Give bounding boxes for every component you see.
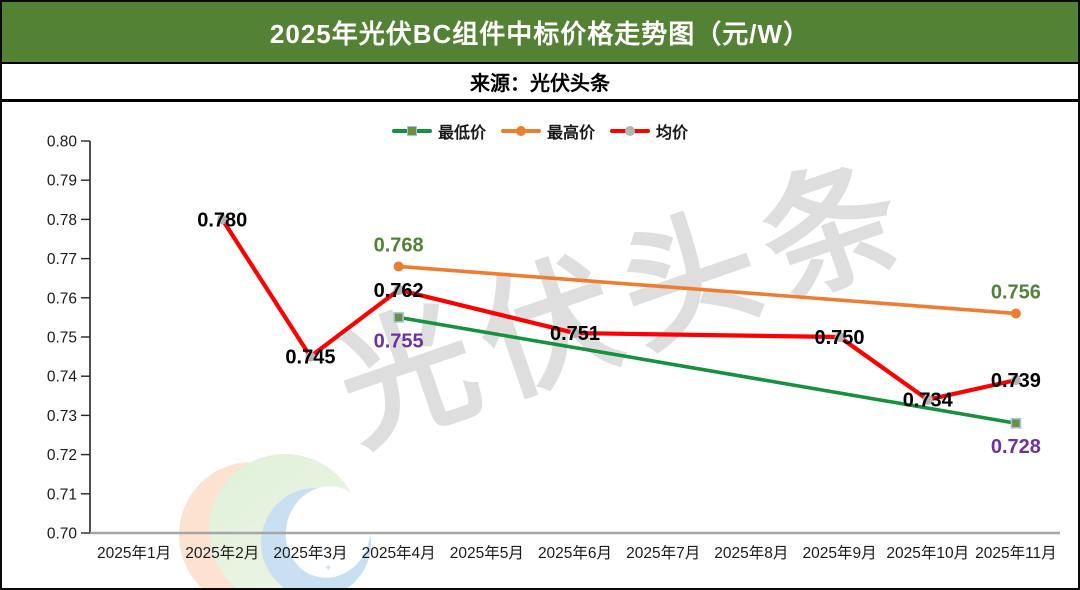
legend-avg-label: 均价	[656, 125, 689, 142]
legend-min-label: 最低价	[437, 125, 486, 142]
sparkle-icon: ✦	[345, 510, 367, 540]
x-tick-label: 2025年10月	[886, 544, 969, 562]
legend-item-max-price: 最高价	[500, 119, 595, 143]
sparkle-icon: ✦	[324, 563, 333, 574]
legend-avg-line-marker	[610, 125, 650, 137]
sparkle-icon: ✦	[316, 543, 327, 557]
sparkle-icon: ✦	[338, 549, 348, 561]
y-tick-label: 0.77	[47, 251, 77, 268]
data-point-marker	[393, 284, 404, 295]
legend-min-line-marker	[391, 125, 432, 137]
logo-white-moon	[275, 476, 381, 588]
y-tick-label: 0.72	[47, 447, 77, 464]
data-label-均价: 0.750	[815, 327, 865, 349]
y-tick-label: 0.74	[47, 369, 78, 386]
data-point-marker	[217, 214, 228, 225]
data-label-最高价: 0.756	[991, 281, 1041, 303]
source-bar: 来源：光伏头条	[2, 64, 1078, 102]
sparkle-icon: ✦	[330, 531, 342, 547]
data-point-marker	[922, 394, 933, 405]
data-point-marker	[834, 332, 845, 342]
data-label-最高价: 0.768	[374, 234, 424, 256]
data-point-marker	[1010, 308, 1021, 319]
x-tick-label: 2025年11月	[975, 544, 1057, 562]
data-label-均价: 0.780	[197, 209, 247, 231]
data-point-marker	[1010, 417, 1022, 429]
title-bar: 2025年光伏BC组件中标价格走势图（元/W）	[2, 2, 1078, 64]
source-label: 来源：光伏头条	[470, 73, 610, 95]
legend-item-min-price: 最低价	[391, 119, 486, 143]
logo-green-circle	[209, 454, 361, 588]
data-label-均价: 0.745	[285, 347, 335, 369]
data-label-均价: 0.751	[550, 323, 600, 345]
data-label-均价: 0.734	[903, 390, 954, 412]
x-tick-label: 2025年7月	[626, 544, 700, 562]
x-tick-label: 2025年8月	[714, 544, 788, 562]
legend-item-avg-price: 均价	[610, 119, 688, 143]
y-tick-label: 0.70	[47, 526, 78, 543]
x-tick-label: 2025年9月	[802, 544, 876, 562]
data-point-marker	[393, 312, 404, 323]
data-point-marker	[305, 351, 316, 362]
y-tick-label: 0.75	[47, 330, 77, 347]
legend-max-label: 最高价	[546, 125, 595, 142]
series-line-最低价	[396, 315, 1018, 426]
y-tick-label: 0.71	[47, 486, 77, 503]
series-line-最高价	[396, 264, 1018, 316]
series-line-均价	[220, 217, 1019, 402]
x-tick-label: 2025年5月	[450, 544, 524, 562]
y-tick-label: 0.78	[47, 212, 77, 229]
data-label-均价: 0.762	[374, 280, 424, 302]
y-tick-label: 0.79	[47, 173, 77, 190]
page-title: 2025年光伏BC组件中标价格走势图（元/W）	[269, 18, 811, 49]
logo-orange-ring	[179, 462, 325, 588]
x-tick-label: 2025年6月	[538, 544, 612, 562]
x-tick-label: 2025年3月	[273, 544, 347, 562]
y-tick-label: 0.73	[47, 408, 77, 425]
data-point-marker	[570, 328, 580, 339]
data-label-最低价: 0.728	[991, 436, 1041, 458]
chart-legend: 最低价 最高价 均价	[2, 119, 1078, 143]
legend-max-line-marker	[500, 125, 541, 137]
data-label-均价: 0.739	[991, 370, 1041, 392]
x-tick-label: 2025年4月	[362, 544, 436, 562]
x-tick-label: 2025年2月	[185, 544, 259, 562]
x-tick-label: 2025年1月	[97, 544, 171, 562]
data-label-最低价: 0.755	[374, 330, 424, 352]
brand-text-watermark: 光伏头条	[319, 133, 933, 471]
y-tick-label: 0.76	[47, 290, 77, 307]
logo-blue-circle	[261, 488, 371, 588]
data-point-marker	[393, 261, 404, 272]
data-point-marker	[1010, 375, 1021, 386]
